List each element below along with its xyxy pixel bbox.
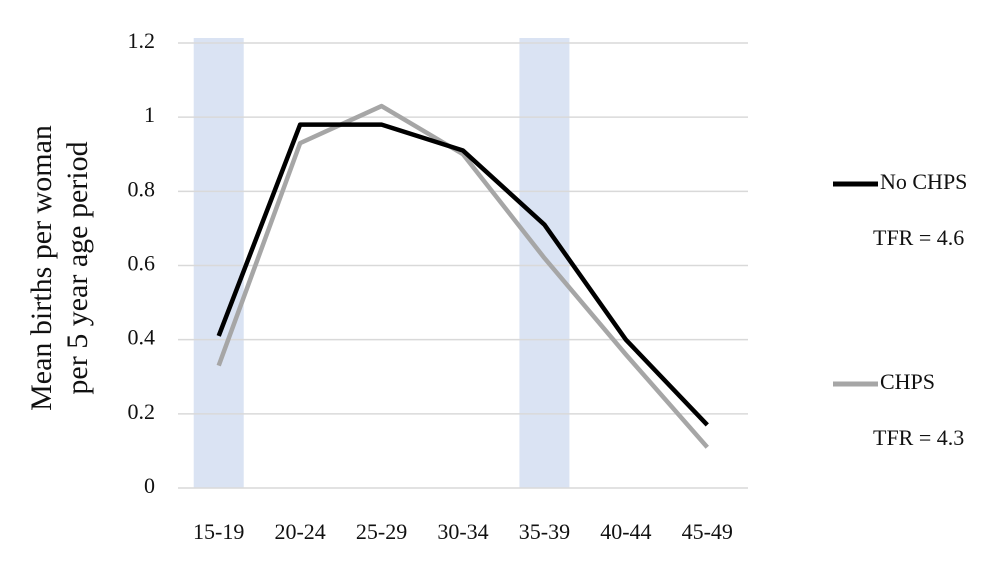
x-tick-label: 25-29 <box>356 519 407 544</box>
highlight-band <box>193 38 244 488</box>
y-axis-label-line: Mean births per woman <box>25 125 58 411</box>
legend-note: TFR = 4.6 <box>873 225 964 250</box>
y-tick-label: 0 <box>144 473 155 498</box>
y-tick-label: 0.8 <box>128 176 156 201</box>
y-tick-label: 1 <box>144 102 155 127</box>
series-line <box>216 122 709 427</box>
x-tick-label: 35-39 <box>519 519 570 544</box>
y-axis-label-line: per 5 year age period <box>61 141 94 394</box>
legend-note: TFR = 4.3 <box>873 425 964 450</box>
x-tick-label: 45-49 <box>682 519 733 544</box>
y-tick-label: 0.2 <box>128 399 156 424</box>
legend-label: CHPS <box>880 369 935 394</box>
x-tick-label: 30-34 <box>437 519 488 544</box>
y-axis-label: Mean births per woman per 5 year age per… <box>25 125 94 411</box>
y-tick-label: 1.2 <box>128 28 156 53</box>
legend-label: No CHPS <box>880 169 967 194</box>
y-tick-label: 0.4 <box>128 325 156 350</box>
x-tick-label: 20-24 <box>274 519 325 544</box>
y-tick-label: 0.6 <box>128 251 156 276</box>
x-tick-label: 15-19 <box>193 519 244 544</box>
x-tick-label: 40-44 <box>600 519 651 544</box>
highlight-band <box>519 38 570 488</box>
series-line <box>216 103 709 449</box>
